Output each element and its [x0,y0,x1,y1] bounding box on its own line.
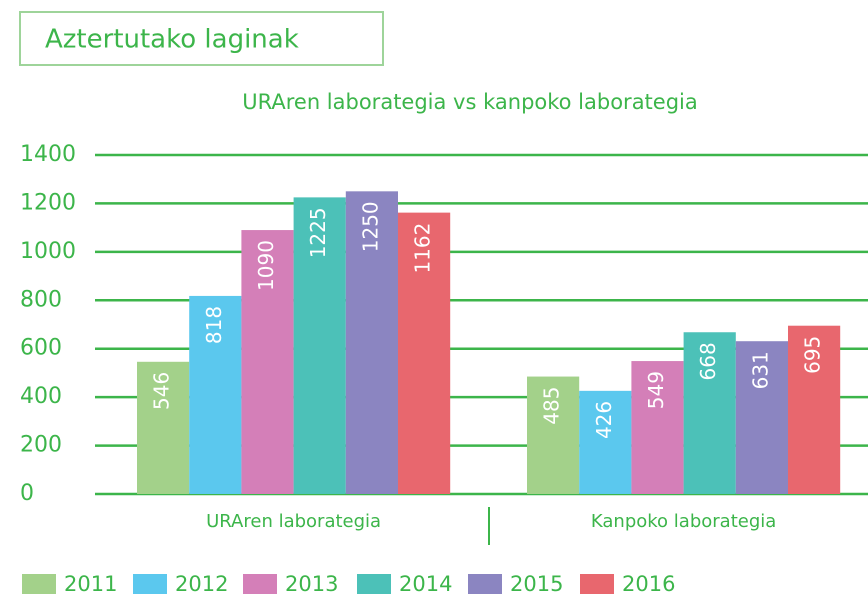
bar [735,341,788,494]
value-label: 549 [644,371,668,409]
value-label: 631 [748,351,772,389]
y-tick-label: 1400 [20,142,76,167]
legend-swatch [243,574,277,594]
legend-label: 2012 [175,572,228,596]
value-label: 1250 [358,201,382,252]
y-tick-label: 600 [20,336,62,361]
value-label: 485 [540,387,564,425]
legend-label: 2015 [510,572,563,596]
title-box [19,11,384,66]
bar [579,390,632,494]
value-label: 426 [592,401,616,439]
legend-swatch [22,574,56,594]
legend-swatch [357,574,391,594]
value-label: 1225 [306,207,330,258]
bar [189,295,242,494]
value-label: 668 [696,342,720,380]
x-tick-label: Kanpoko laborategia [591,511,776,532]
value-label: 1090 [254,240,278,291]
bar [398,212,451,494]
legend-swatch [133,574,167,594]
legend-label: 2011 [64,572,117,596]
x-tick-label: URAren laborategia [206,511,381,532]
chart-title: URAren laborategia vs kanpoko laborategi… [242,90,698,114]
panel-title: Aztertutako laginak [45,25,299,55]
bar [788,325,841,494]
bar [293,197,346,494]
y-tick-label: 0 [20,481,34,506]
value-label: 1162 [411,223,435,274]
bar [631,361,684,494]
value-label: 818 [202,306,226,344]
bar [137,361,190,494]
y-tick-label: 200 [20,433,62,458]
legend-label: 2016 [622,572,675,596]
legend-label: 2013 [285,572,338,596]
bar [241,230,294,495]
y-tick-label: 1000 [20,239,76,264]
legend-swatch [468,574,502,594]
bar [345,191,398,495]
y-tick-label: 1200 [20,190,76,215]
bar [527,376,580,494]
y-tick-label: 800 [20,287,62,312]
value-label: 546 [150,372,174,410]
bar [683,332,736,494]
y-tick-label: 400 [20,384,62,409]
value-label: 695 [801,336,825,374]
legend-label: 2014 [399,572,452,596]
legend-swatch [580,574,614,594]
